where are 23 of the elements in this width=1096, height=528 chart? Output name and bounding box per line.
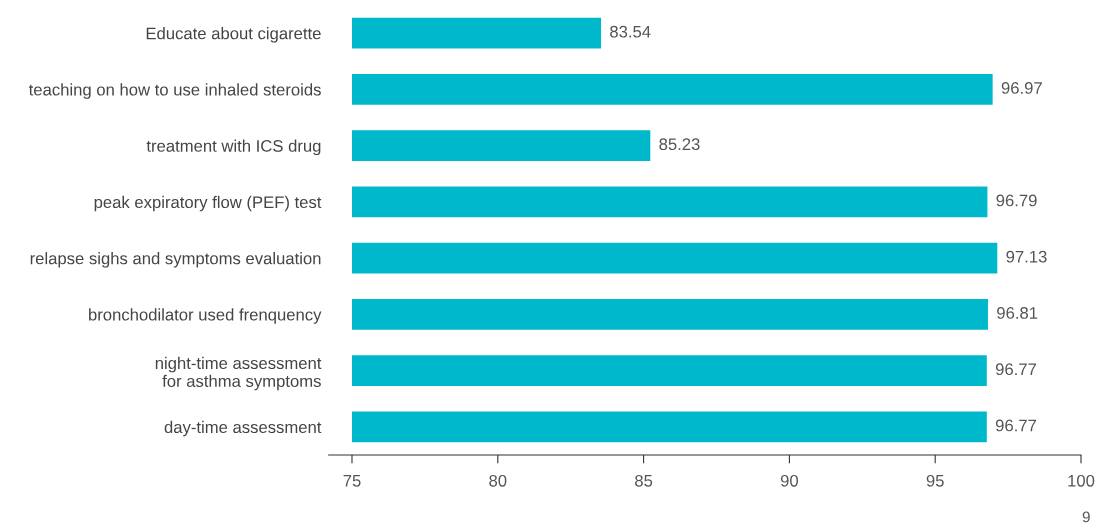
x-tick-label: 95 bbox=[926, 474, 944, 487]
data-label: 96.77 bbox=[995, 419, 1037, 432]
data-label: 85.23 bbox=[659, 138, 700, 151]
y-tick-label: peak expiratory flow (PEF) test bbox=[94, 195, 322, 212]
data-label: 96.97 bbox=[1001, 82, 1042, 94]
y-tick-label: night-time assessment for asthma symptoms bbox=[155, 356, 322, 391]
x-tick-label: 90 bbox=[780, 474, 799, 487]
x-tick-label: 80 bbox=[489, 474, 507, 487]
y-tick-label: treatment with ICS drug bbox=[146, 139, 321, 156]
data-label: 96.81 bbox=[997, 307, 1038, 319]
y-tick-label: bronchodilator used frenquency bbox=[89, 308, 322, 324]
data-label: 96.77 bbox=[995, 363, 1037, 376]
x-tick-label: 85 bbox=[635, 474, 653, 487]
y-tick-label: teaching on how to use inhaled steroids bbox=[28, 83, 321, 99]
data-label: 96.79 bbox=[996, 194, 1037, 207]
data-label: 83.54 bbox=[610, 25, 651, 38]
y-tick-label: relapse sighs and symptoms evaluation bbox=[30, 252, 321, 268]
y-tick-label: Educate about cigarette bbox=[146, 27, 321, 43]
data-label: 97.13 bbox=[1006, 250, 1047, 263]
x-tick-label: 100 bbox=[1068, 474, 1095, 487]
text: 9 bbox=[1082, 511, 1090, 523]
y-tick-label: day-time assessment bbox=[164, 420, 322, 437]
x-tick-label: 75 bbox=[343, 475, 361, 487]
